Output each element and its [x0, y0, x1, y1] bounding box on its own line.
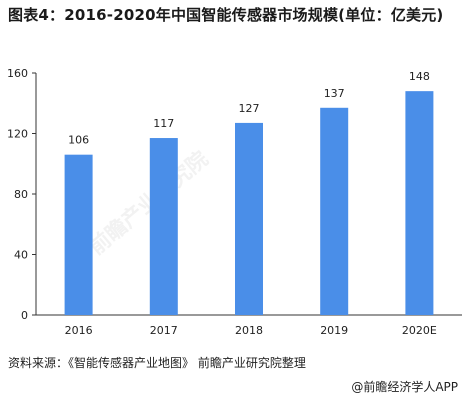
bars	[64, 91, 434, 316]
x-tick-label: 2017	[150, 324, 178, 337]
y-tick-label: 120	[7, 128, 28, 141]
y-tick-label: 40	[14, 249, 28, 262]
bar	[64, 154, 93, 315]
value-label: 137	[324, 87, 345, 100]
x-axis-ticks: 2016 2017 2018 2019 2020E	[65, 324, 437, 337]
source-note: 资料来源：《智能传感器产业地图》 前瞻产业研究院整理	[8, 356, 306, 370]
bar	[405, 91, 434, 316]
y-tick-label: 160	[7, 67, 28, 80]
bar	[235, 122, 263, 315]
value-label: 127	[239, 102, 260, 115]
x-tick-label: 2019	[320, 324, 348, 337]
bar	[320, 107, 349, 315]
value-label: 106	[68, 134, 89, 147]
value-label: 117	[153, 117, 174, 130]
x-tick-label: 2018	[235, 324, 263, 337]
data-labels: 106 117 127 137 148	[68, 70, 430, 147]
y-axis-ticks: 0 40 80 120 160	[7, 67, 36, 322]
y-tick-label: 80	[14, 188, 28, 201]
brand-credit: @前瞻经济学人APP	[351, 380, 458, 394]
value-label: 148	[409, 70, 430, 83]
x-tick-label: 2016	[65, 324, 93, 337]
bar	[149, 138, 178, 315]
chart-title: 图表4：2016-2020年中国智能传感器市场规模(单位：亿美元)	[8, 6, 444, 24]
x-tick-label: 2020E	[402, 324, 437, 337]
y-tick-label: 0	[21, 309, 28, 322]
